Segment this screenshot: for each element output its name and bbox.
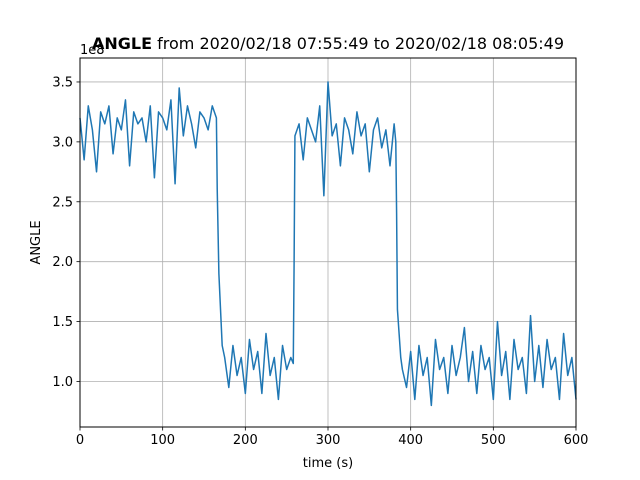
y-axis: 1.0 1.5 2.0 2.5 3.0 3.5 xyxy=(52,75,80,390)
x-tick-label: 0 xyxy=(76,433,84,448)
y-tick-label: 2.5 xyxy=(52,195,73,210)
y-tick-label: 3.5 xyxy=(52,75,73,90)
y-tick-label: 1.5 xyxy=(52,315,73,330)
x-tick-label: 100 xyxy=(150,433,175,448)
x-tick-label: 300 xyxy=(316,433,341,448)
x-tick-label: 200 xyxy=(233,433,258,448)
y-offset-text: 1e8 xyxy=(80,43,105,58)
y-tick-label: 3.0 xyxy=(52,135,73,150)
x-tick-label: 400 xyxy=(398,433,423,448)
series-layer xyxy=(79,81,577,407)
x-tick-label: 600 xyxy=(564,433,589,448)
x-axis-label: time (s) xyxy=(303,456,353,471)
chart-title-bold: ANGLE xyxy=(92,34,152,53)
x-tick-label: 500 xyxy=(481,433,506,448)
y-tick-label: 2.0 xyxy=(52,255,73,270)
y-tick-label: 1.0 xyxy=(52,375,73,390)
series-line xyxy=(79,81,577,407)
y-axis-label: ANGLE xyxy=(29,220,44,264)
chart-title-rest: from 2020/02/18 07:55:49 to 2020/02/18 0… xyxy=(152,34,564,53)
chart-title: ANGLE from 2020/02/18 07:55:49 to 2020/0… xyxy=(92,34,564,53)
x-axis: 0 100 200 300 400 500 600 xyxy=(76,427,589,448)
